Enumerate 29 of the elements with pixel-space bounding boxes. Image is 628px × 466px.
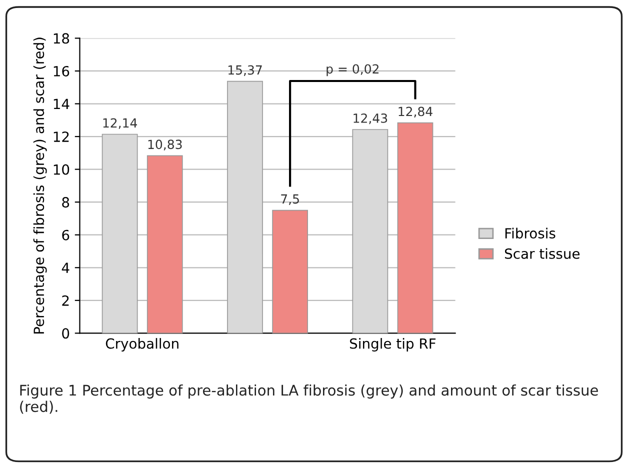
y-tick-label: 4	[62, 262, 70, 273]
y-tick-label: 16	[54, 66, 70, 76]
data-label: 12,84	[398, 106, 432, 118]
data-label: 15,37	[228, 65, 262, 76]
y-tick-label: 2	[62, 295, 69, 306]
bar	[397, 122, 434, 334]
data-label: 12,43	[354, 113, 388, 124]
annotation: p = 0,02	[326, 64, 378, 76]
data-label: 10,83	[148, 140, 182, 150]
y-tick-label: 0	[62, 328, 70, 339]
bar	[272, 210, 308, 334]
bar	[146, 155, 183, 334]
x-tick-label: Cryoballon	[106, 338, 178, 352]
caption: Figure 1 Percentage of pre-ablation LA fibrosis (grey) and amount of scar tissue (red).	[20, 384, 598, 414]
bar	[102, 134, 138, 334]
y-tick-label: 18	[54, 33, 70, 44]
legend-label: Fibrosis	[505, 228, 556, 239]
y-tick-label: 10	[54, 164, 70, 175]
bar	[227, 80, 263, 334]
bar	[352, 129, 388, 334]
data-label: 7,5	[281, 194, 299, 205]
legend-label: Scar tissue	[504, 248, 580, 259]
y-tick-label: 14	[54, 98, 70, 110]
y-tick-label: 12	[54, 132, 69, 142]
y-tick-label: 8	[62, 197, 70, 208]
y-axis-title: Percentage of fibrosis (grey) and scar (red)	[33, 38, 47, 334]
data-label: 12,14	[103, 118, 138, 129]
y-tick-label: 6	[62, 230, 70, 240]
x-tick-label: Single tip RF	[350, 338, 436, 352]
